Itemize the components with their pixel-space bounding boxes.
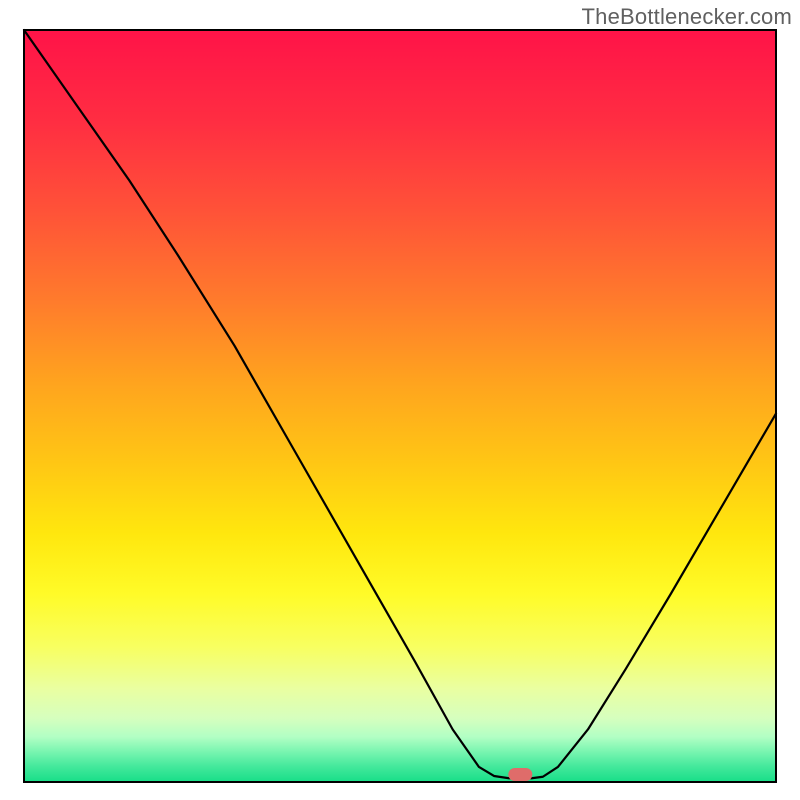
- gradient-background: [24, 30, 776, 782]
- chart-stage: TheBottlenecker.com: [0, 0, 800, 800]
- watermark-text: TheBottlenecker.com: [582, 4, 792, 30]
- optimal-marker: [508, 768, 532, 781]
- bottleneck-chart: [0, 0, 800, 800]
- plot-area: [24, 30, 776, 782]
